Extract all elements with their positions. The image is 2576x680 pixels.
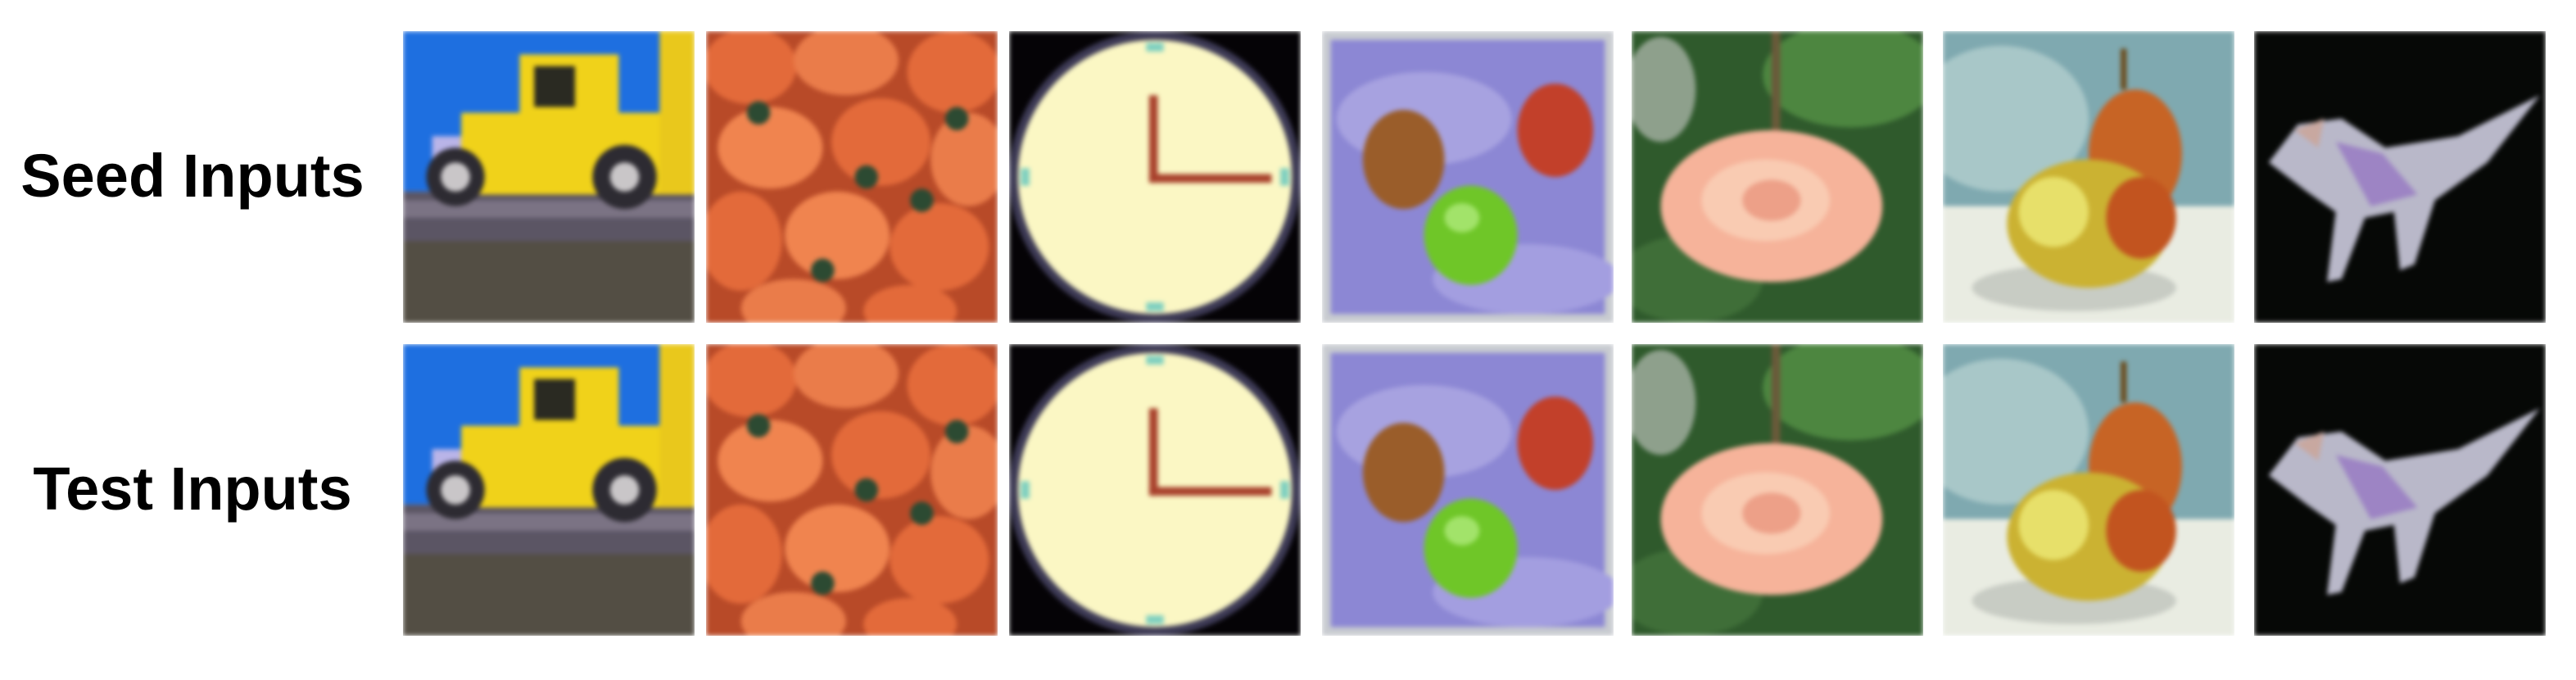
test-pear-image	[1943, 344, 2234, 636]
test-apples-image	[1322, 344, 1614, 636]
test-truck-image	[403, 344, 695, 636]
seed-rose-image	[1632, 31, 1923, 323]
row-label-seed: Seed Inputs	[20, 142, 364, 210]
seed-peppers-image	[706, 31, 998, 323]
row-label-test: Test Inputs	[33, 455, 352, 523]
seed-clock-image	[1009, 31, 1301, 323]
seed-pear-image	[1943, 31, 2234, 323]
seed-truck-image	[403, 31, 695, 323]
test-dinosaur-image	[2254, 344, 2546, 636]
test-clock-image	[1009, 344, 1301, 636]
test-rose-image	[1632, 344, 1923, 636]
test-peppers-image	[706, 344, 998, 636]
seed-dinosaur-image	[2254, 31, 2546, 323]
seed-apples-image	[1322, 31, 1614, 323]
